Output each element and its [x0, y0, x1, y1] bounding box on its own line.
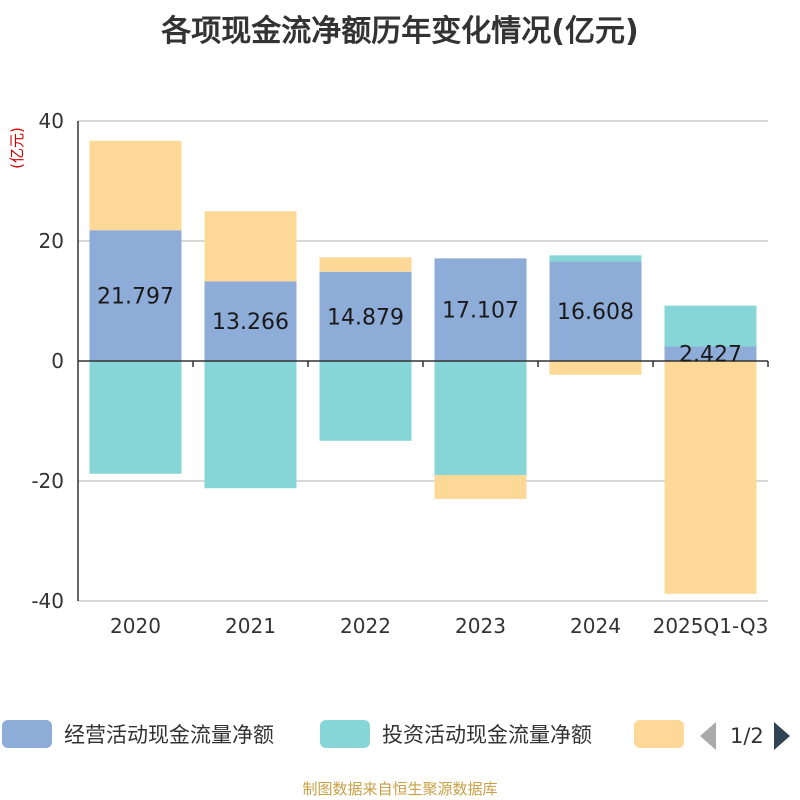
legend: 经营活动现金流量净额 投资活动现金流量净额 1/2 — [0, 716, 800, 756]
y-tick-label: -40 — [31, 589, 64, 613]
bar-2025Q1-Q3-s0[interactable] — [664, 346, 757, 361]
x-tick-label: 2023 — [455, 614, 506, 638]
x-tick-label: 2020 — [110, 614, 161, 638]
bar-2020-s0[interactable] — [89, 230, 182, 361]
x-tick-label: 2024 — [570, 614, 621, 638]
bar-2022-s0[interactable] — [319, 271, 412, 361]
x-tick-label: 2021 — [225, 614, 276, 638]
y-axis-label: (亿元) — [8, 127, 26, 169]
axes: 40 20 0 -20 -40 2020 2021 2022 2023 2024 2025Q1-Q3 — [31, 109, 769, 638]
bar-2020-s2[interactable] — [89, 140, 182, 231]
source-note: 制图数据来自恒生聚源数据库 — [302, 780, 498, 798]
bar-2023-s0[interactable] — [434, 258, 527, 361]
legend-swatch — [2, 720, 52, 748]
legend-pager: 1/2 — [700, 720, 790, 752]
bar-2023-s1[interactable] — [434, 361, 527, 475]
data-label: 16.608 — [557, 300, 634, 325]
data-label: 14.879 — [327, 305, 404, 330]
legend-item-financing[interactable] — [634, 716, 684, 752]
page-indicator: 1/2 — [730, 724, 764, 748]
legend-swatch — [320, 720, 370, 748]
y-tick-label: -20 — [31, 469, 64, 493]
bar-2021-s0[interactable] — [204, 281, 297, 361]
y-tick-label: 20 — [39, 229, 64, 253]
data-label: 17.107 — [442, 299, 519, 324]
legend-swatch — [634, 720, 684, 748]
bar-2025Q1-Q3-s2[interactable] — [664, 361, 757, 594]
next-page-icon[interactable] — [773, 722, 790, 750]
data-label: 21.797 — [97, 285, 174, 310]
legend-item-operating[interactable]: 经营活动现金流量净额 — [2, 716, 274, 752]
data-labels: 21.797 13.266 14.879 17.107 16.608 2.427 — [97, 285, 742, 368]
bar-2022-s1[interactable] — [319, 361, 412, 441]
bar-2022-s2[interactable] — [319, 257, 412, 272]
bar-2024-s1[interactable] — [549, 255, 642, 262]
legend-label: 投资活动现金流量净额 — [382, 723, 592, 747]
y-tick-label: 0 — [51, 349, 64, 373]
y-tick-label: 40 — [39, 109, 64, 133]
legend-label: 经营活动现金流量净额 — [64, 723, 274, 747]
prev-page-icon[interactable] — [700, 722, 716, 750]
legend-item-investing[interactable]: 投资活动现金流量净额 — [320, 716, 592, 752]
bar-2023-s2[interactable] — [434, 475, 527, 499]
bar-2024-s0[interactable] — [549, 261, 642, 361]
bar-2020-s1[interactable] — [89, 361, 182, 474]
bar-2021-s2[interactable] — [204, 211, 297, 282]
grid — [78, 120, 768, 602]
chart-title: 各项现金流净额历年变化情况(亿元) — [161, 14, 639, 49]
data-label: 13.266 — [212, 310, 289, 335]
x-tick-label: 2022 — [340, 614, 391, 638]
bar-2021-s1[interactable] — [204, 361, 297, 489]
x-tick-label: 2025Q1-Q3 — [653, 614, 769, 638]
chart-area: 40 20 0 -20 -40 2020 2021 2022 2023 2024 2025Q1-Q3… — [8, 109, 769, 638]
data-label: 2.427 — [679, 343, 742, 368]
bars — [89, 140, 757, 594]
bar-2024-s2[interactable] — [549, 361, 642, 375]
bar-2025Q1-Q3-s1[interactable] — [664, 305, 757, 347]
